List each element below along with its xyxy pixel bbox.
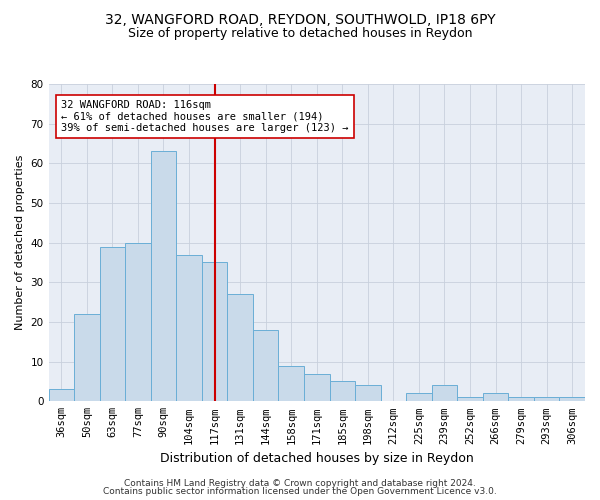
Bar — [304, 374, 329, 402]
Bar — [227, 294, 253, 402]
Bar — [534, 398, 559, 402]
Bar — [457, 398, 483, 402]
Bar — [100, 246, 125, 402]
Bar — [49, 390, 74, 402]
Bar — [508, 398, 534, 402]
Bar — [432, 386, 457, 402]
Bar — [151, 152, 176, 402]
Bar — [559, 398, 585, 402]
Bar — [483, 394, 508, 402]
Bar — [278, 366, 304, 402]
Bar — [355, 386, 380, 402]
Bar — [202, 262, 227, 402]
Bar — [406, 394, 432, 402]
Text: Size of property relative to detached houses in Reydon: Size of property relative to detached ho… — [128, 28, 472, 40]
Bar — [253, 330, 278, 402]
Bar — [125, 242, 151, 402]
Text: 32 WANGFORD ROAD: 116sqm
← 61% of detached houses are smaller (194)
39% of semi-: 32 WANGFORD ROAD: 116sqm ← 61% of detach… — [61, 100, 349, 133]
Y-axis label: Number of detached properties: Number of detached properties — [15, 155, 25, 330]
Bar — [74, 314, 100, 402]
Text: Contains HM Land Registry data © Crown copyright and database right 2024.: Contains HM Land Registry data © Crown c… — [124, 478, 476, 488]
Text: 32, WANGFORD ROAD, REYDON, SOUTHWOLD, IP18 6PY: 32, WANGFORD ROAD, REYDON, SOUTHWOLD, IP… — [104, 12, 496, 26]
Bar — [329, 382, 355, 402]
X-axis label: Distribution of detached houses by size in Reydon: Distribution of detached houses by size … — [160, 452, 473, 465]
Text: Contains public sector information licensed under the Open Government Licence v3: Contains public sector information licen… — [103, 487, 497, 496]
Bar — [176, 254, 202, 402]
